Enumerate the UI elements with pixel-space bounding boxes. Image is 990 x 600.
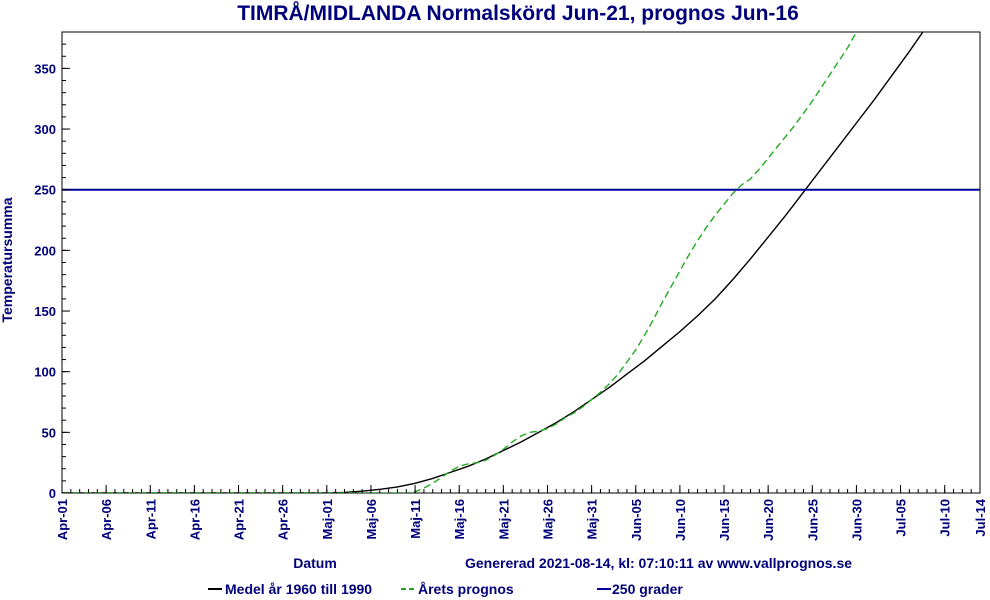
x-tick-label: Apr-26 xyxy=(276,499,291,540)
x-tick-label: Jun-20 xyxy=(761,499,776,541)
legend-label-250: 250 grader xyxy=(612,581,683,597)
y-tick-label: 200 xyxy=(34,243,56,258)
series-line-1 xyxy=(62,32,858,493)
legend-label-prognos: Årets prognos xyxy=(418,581,514,597)
axis-layer: 0 50 100 150 200 250 300 350 Apr-01 Apr-06 Apr-11 A… xyxy=(34,31,988,541)
x-tick-label: Jun-25 xyxy=(805,499,820,541)
x-tick-label: Maj-31 xyxy=(585,499,600,539)
chart-title: TIMRÅ/MIDLANDA Normalskörd Jun-21, progn… xyxy=(237,1,799,25)
y-axis-label: Temperatursumma xyxy=(0,197,15,322)
x-tick-label: Apr-11 xyxy=(143,499,158,539)
plot-frame xyxy=(61,31,981,494)
x-tick-label: Apr-01 xyxy=(55,499,70,540)
generated-note: Genererad 2021-08-14, kl: 07:10:11 av ww… xyxy=(465,555,852,571)
series-layer xyxy=(62,32,980,493)
x-tick-label: Maj-26 xyxy=(540,499,555,539)
x-tick-label: Apr-21 xyxy=(232,499,247,540)
legend-label-medel: Medel år 1960 till 1990 xyxy=(225,581,372,597)
x-tick-label: Jul-05 xyxy=(894,499,909,537)
x-tick-label: Maj-11 xyxy=(408,499,423,539)
y-tick-label: 0 xyxy=(49,486,56,501)
y-tick-label: 150 xyxy=(34,304,56,319)
y-tick-label: 300 xyxy=(34,122,56,137)
x-axis-label: Datum xyxy=(293,555,337,571)
x-tick-label: Maj-01 xyxy=(320,499,335,539)
y-tick-label: 350 xyxy=(34,61,56,76)
x-tick-label: Apr-06 xyxy=(99,499,114,540)
series-line-0 xyxy=(62,32,924,493)
x-tick-label: Jun-15 xyxy=(717,499,732,541)
x-tick-label: Apr-16 xyxy=(187,499,202,540)
legend: Medel år 1960 till 1990 Årets prognos 25… xyxy=(208,581,683,597)
x-tick-label: Jun-30 xyxy=(849,499,864,541)
y-tick-label: 50 xyxy=(42,425,56,440)
y-tick-label: 250 xyxy=(34,183,56,198)
x-tick-label: Maj-21 xyxy=(496,499,511,539)
y-tick-label: 100 xyxy=(34,365,56,380)
x-tick-label: Jun-10 xyxy=(673,499,688,541)
x-tick-label: Jul-14 xyxy=(973,498,988,536)
x-tick-label: Maj-16 xyxy=(452,499,467,539)
x-tick-label: Maj-06 xyxy=(364,499,379,539)
x-tick-label: Jul-10 xyxy=(938,499,953,537)
x-tick-label: Jun-05 xyxy=(629,499,644,541)
